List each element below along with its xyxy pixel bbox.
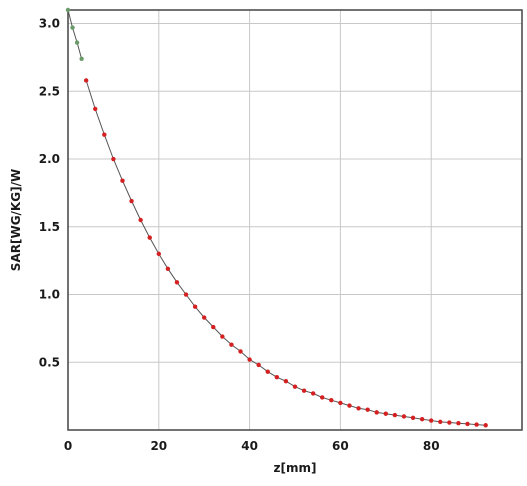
data-point: [138, 217, 143, 223]
data-point: [192, 304, 198, 309]
data-point: [310, 391, 316, 396]
data-point: [229, 342, 234, 347]
grid-lines: [68, 10, 522, 430]
data-point: [365, 407, 370, 412]
data-point: [111, 156, 116, 162]
y-axis-label: SAR[WG/KG]/W: [9, 169, 23, 271]
data-point: [256, 362, 261, 368]
data-point: [83, 78, 89, 83]
x-tick-label: 0: [64, 439, 72, 453]
y-tick-label: 2.0: [39, 152, 60, 166]
data-point: [410, 415, 416, 421]
data-point: [102, 132, 107, 137]
data-point: [156, 251, 161, 257]
data-point: [429, 418, 434, 423]
data-point: [301, 388, 307, 393]
data-point: [174, 280, 180, 285]
series-line-1: [85, 80, 486, 426]
y-tick-label: 0.5: [39, 355, 60, 369]
data-point: [65, 7, 71, 13]
data-point: [356, 406, 361, 411]
series-line-0: [67, 9, 83, 59]
data-point: [401, 414, 407, 419]
data-point: [474, 422, 479, 427]
data-point: [147, 235, 152, 240]
y-tick-label: 3.0: [39, 17, 60, 31]
data-point: [93, 106, 98, 112]
data-point: [465, 421, 470, 427]
data-point: [220, 334, 225, 339]
data-point: [247, 357, 252, 362]
y-tick-label: 1.5: [39, 220, 60, 234]
x-tick-label: 60: [332, 439, 349, 453]
y-tick-label: 2.5: [39, 84, 60, 98]
data-point: [74, 40, 80, 45]
data-point: [165, 266, 171, 271]
plot-frame: [67, 9, 523, 431]
data-point: [70, 25, 75, 30]
data-point: [419, 416, 425, 422]
data-point: [438, 419, 443, 425]
data-point: [120, 178, 125, 183]
data-point: [274, 374, 280, 380]
data-point: [265, 369, 270, 374]
data-point: [283, 379, 289, 384]
data-point: [447, 420, 452, 425]
y-tick-label: 1.0: [39, 288, 60, 302]
data-point: [374, 410, 379, 415]
data-point: [79, 56, 84, 61]
data-point: [338, 400, 343, 406]
data-point: [129, 198, 134, 204]
x-tick-label: 20: [150, 439, 167, 453]
x-axis-label: z[mm]: [274, 461, 317, 475]
data-point: [456, 421, 461, 426]
series-layer: [65, 7, 488, 428]
x-tick-label: 80: [423, 439, 440, 453]
x-tick-labels: 0 20 40 60 80: [64, 439, 440, 453]
y-tick-labels: 0.5 1.0 1.5 2.0 2.5 3.0: [39, 17, 60, 370]
data-point: [211, 324, 216, 330]
data-point: [383, 411, 388, 416]
data-point: [347, 403, 352, 408]
data-point: [320, 395, 325, 400]
data-point: [202, 315, 207, 320]
data-point: [292, 384, 298, 389]
data-point: [183, 292, 189, 297]
data-point: [329, 397, 334, 403]
x-tick-label: 40: [241, 439, 258, 453]
data-point: [392, 412, 398, 418]
data-point: [483, 423, 488, 428]
data-point: [238, 349, 243, 354]
